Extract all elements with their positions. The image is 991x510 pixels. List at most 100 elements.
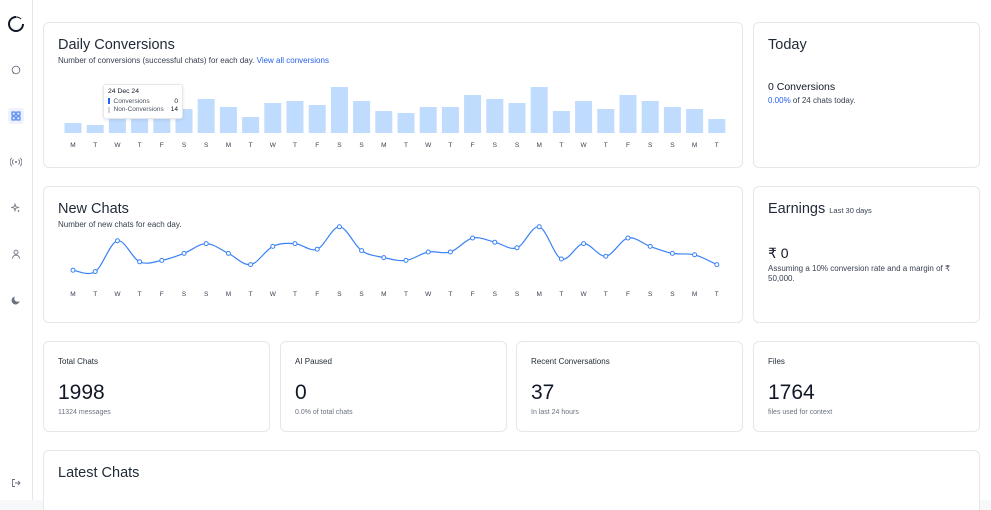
tooltip-date: 24 Dec 24 — [108, 88, 139, 95]
earnings-card: Earnings Last 30 days ₹ 0 Assuming a 10%… — [753, 186, 980, 323]
logo-icon[interactable] — [6, 14, 26, 34]
bar-10 — [286, 101, 304, 133]
x-tick-label: F — [626, 142, 630, 149]
today-detail: 0.00% of 24 chats today. — [768, 96, 855, 105]
x-tick-label: T — [249, 142, 253, 149]
series-line — [72, 226, 718, 275]
tooltip-row-conversions: Conversions 0 — [108, 98, 178, 105]
dashboard-icon[interactable] — [8, 108, 24, 124]
x-tick-label: F — [471, 291, 475, 298]
x-tick-label: T — [249, 291, 253, 298]
x-tick-label: S — [182, 142, 187, 149]
x-tick-label: S — [670, 142, 675, 149]
tooltip-non-conversions-label: Non-Conversions — [113, 106, 164, 113]
x-tick-label: S — [493, 291, 498, 298]
broadcast-icon[interactable] — [8, 154, 24, 170]
point-23 — [581, 241, 587, 247]
stat-sub: 0.0% of total chats — [295, 409, 353, 416]
new-chats-subtitle: Number of new chats for each day. — [58, 220, 182, 229]
tooltip-conversions-value: 0 — [174, 97, 178, 105]
x-tick-label: W — [114, 142, 121, 149]
x-tick-label: S — [204, 291, 209, 298]
x-tick-label: S — [182, 291, 187, 298]
stat-sub: 11324 messages — [58, 409, 111, 416]
point-17 — [447, 249, 453, 255]
earnings-period: Last 30 days — [829, 206, 872, 215]
x-tick-label: F — [315, 142, 319, 149]
bar-27 — [663, 107, 681, 133]
x-tick-label: T — [715, 291, 719, 298]
view-all-conversions-link[interactable]: View all conversions — [256, 56, 329, 65]
latest-chats-title: Latest Chats — [58, 465, 140, 481]
x-tick-label: M — [692, 142, 697, 149]
x-tick-label: M — [70, 142, 75, 149]
earnings-title: Earnings — [768, 201, 826, 217]
sparkle-icon[interactable] — [8, 200, 24, 216]
stat-sub: In last 24 hours — [531, 409, 579, 416]
logout-icon[interactable] — [8, 475, 24, 491]
point-12 — [336, 224, 342, 230]
point-6 — [203, 241, 209, 247]
x-tick-label: T — [404, 142, 408, 149]
point-2 — [114, 238, 120, 244]
non-conversions-legend-swatch — [108, 106, 110, 113]
point-5 — [181, 250, 187, 256]
today-conversions: 0 Conversions — [768, 81, 836, 93]
point-22 — [558, 256, 564, 262]
earnings-amount: ₹ 0 — [768, 245, 789, 261]
x-tick-label: S — [515, 291, 520, 298]
point-19 — [492, 239, 498, 245]
x-tick-label: F — [315, 291, 319, 298]
point-10 — [292, 241, 298, 247]
user-icon[interactable] — [8, 246, 24, 262]
point-4 — [159, 257, 165, 263]
bar-29 — [708, 119, 726, 133]
bar-23 — [575, 101, 593, 133]
today-title: Today — [768, 37, 807, 53]
bar-1 — [86, 125, 104, 133]
bar-6 — [197, 99, 215, 133]
stat-title: AI Paused — [295, 357, 332, 366]
stat-card-ai-paused: AI Paused 0 0.0% of total chats — [280, 341, 507, 432]
latest-chats-card: Latest Chats — [43, 450, 980, 510]
x-tick-label: T — [93, 142, 97, 149]
x-tick-label: S — [359, 142, 364, 149]
daily-conversions-subtitle-text: Number of conversions (successful chats)… — [58, 56, 255, 65]
x-tick-label: W — [581, 142, 588, 149]
bar-28 — [686, 109, 704, 133]
x-tick-label: W — [114, 291, 121, 298]
point-21 — [536, 224, 542, 230]
chat-icon[interactable] — [8, 62, 24, 78]
bar-16 — [419, 107, 437, 133]
x-tick-label: S — [670, 291, 675, 298]
x-tick-label: T — [715, 142, 719, 149]
x-tick-label: M — [381, 142, 386, 149]
x-tick-label: T — [138, 142, 142, 149]
new-chats-card: New Chats Number of new chats for each d… — [43, 186, 743, 323]
x-tick-label: T — [138, 291, 142, 298]
stat-sub: files used for context — [768, 409, 833, 416]
point-16 — [425, 249, 431, 255]
x-tick-label: S — [493, 142, 498, 149]
stat-card-total-chats: Total Chats 1998 11324 messages — [43, 341, 270, 432]
today-percent: 0.00% — [768, 96, 791, 105]
moon-icon[interactable] — [8, 292, 24, 308]
x-tick-label: S — [337, 291, 342, 298]
stat-title: Files — [768, 357, 785, 366]
bar-13 — [353, 101, 371, 133]
x-tick-label: T — [448, 291, 452, 298]
bar-24 — [597, 109, 615, 133]
tooltip-row-non-conversions: Non-Conversions 14 — [108, 106, 178, 113]
bar-18 — [464, 95, 482, 133]
bar-20 — [508, 103, 526, 133]
point-8 — [248, 262, 254, 268]
today-detail-text: of 24 chats today. — [792, 96, 856, 105]
point-29 — [714, 262, 720, 268]
point-7 — [225, 250, 231, 256]
x-tick-label: S — [359, 291, 364, 298]
bar-14 — [375, 111, 393, 133]
stat-card-recent-conversations: Recent Conversations 37 In last 24 hours — [516, 341, 743, 432]
stat-value: 1998 — [58, 381, 105, 404]
point-15 — [403, 257, 409, 263]
point-18 — [470, 235, 476, 241]
